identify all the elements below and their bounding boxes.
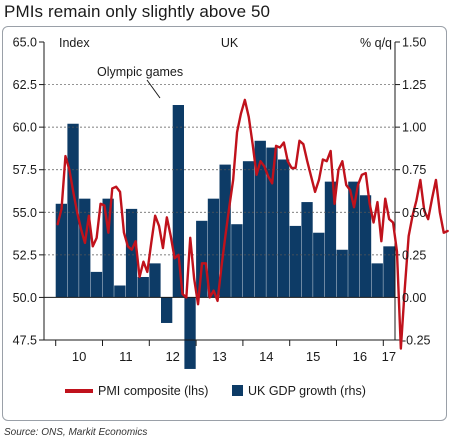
x-tick-label: 11	[119, 349, 133, 364]
left-tick-label: 65.0	[13, 36, 37, 50]
gdp-bar-2010Q1	[55, 203, 67, 298]
x-tick-label: 17	[382, 349, 396, 364]
chart-title: PMIs remain only slightly above 50	[4, 2, 271, 21]
gdp-bar-2012Q1	[149, 263, 161, 298]
gdp-bars	[55, 105, 395, 369]
legend-swatch-pmi	[65, 389, 93, 393]
gdp-bar-2014Q4	[278, 159, 290, 298]
gdp-bar-2012Q2	[161, 297, 173, 323]
gdp-bar-2011Q1	[102, 198, 114, 298]
left-tick-label: 47.5	[13, 334, 37, 348]
left-tick-label: 50.0	[13, 291, 37, 305]
gdp-bar-2016Q1	[336, 249, 348, 298]
x-tick-label: 15	[306, 349, 320, 364]
gdp-bar-2011Q4	[137, 276, 149, 298]
legend-label-gdp: UK GDP growth (rhs)	[248, 384, 366, 398]
gdp-bar-2015Q1	[289, 225, 301, 298]
left-tick-label: 52.5	[13, 248, 37, 262]
source-note: Source: ONS, Markit Economics	[4, 427, 148, 438]
olympic-annotation: Olympic games	[97, 65, 183, 79]
gdp-bar-2015Q3	[313, 232, 325, 298]
x-tick-label: 16	[353, 349, 367, 364]
right-tick-label: 1.50	[402, 36, 426, 50]
gdp-bar-2013Q4	[231, 224, 243, 298]
gdp-bar-2015Q2	[301, 202, 313, 298]
gdp-bar-2017Q1	[383, 246, 395, 298]
gdp-bar-2016Q4	[371, 263, 383, 298]
x-tick-label: 12	[165, 349, 179, 364]
gdp-bar-2016Q3	[359, 195, 372, 298]
gdp-bar-2014Q2	[254, 140, 266, 298]
pmi-gdp-chart: 47.5 -0.25 50.0 0.00 52.5 0.25 55.0 0.50 57.5 0.7…	[13, 36, 449, 399]
legend-swatch-gdp	[232, 385, 243, 396]
panel-label: UK	[221, 36, 239, 50]
x-tick-label: 13	[212, 349, 226, 364]
pmi-composite-line	[56, 98, 449, 350]
gdp-bar-2010Q4	[90, 271, 103, 298]
right-tick-label: 0.50	[402, 206, 426, 220]
right-tick-label: 0.25	[402, 248, 426, 262]
right-tick-label: 0.75	[402, 163, 426, 177]
x-tick-label: 10	[72, 349, 86, 364]
right-tick-label: 0.00	[402, 291, 426, 305]
gdp-bar-2012Q4	[184, 297, 196, 369]
gdp-bar-2016Q2	[348, 181, 360, 298]
gdp-bar-2011Q3	[125, 208, 138, 298]
legend-label-pmi: PMI composite (lhs)	[98, 384, 208, 398]
gdp-bar-2010Q2	[67, 123, 79, 298]
gdp-bar-2014Q3	[266, 147, 278, 298]
gdp-bar-2013Q1	[196, 220, 208, 298]
gdp-bar-2012Q3	[172, 105, 184, 298]
right-axis-label: % q/q	[360, 36, 392, 50]
pmi-line-group	[56, 98, 449, 350]
x-tick-label: 14	[259, 349, 273, 364]
left-tick-label: 60.0	[13, 121, 37, 135]
left-tick-label: 55.0	[13, 206, 37, 220]
gdp-bar-2013Q2	[207, 198, 220, 298]
annotation-pointer	[146, 79, 161, 99]
gdp-bar-2011Q2	[114, 285, 126, 298]
left-tick-label: 62.5	[13, 78, 37, 92]
right-tick-label: 1.25	[402, 78, 426, 92]
right-tick-label: -0.25	[402, 334, 431, 348]
chart-frame	[2, 26, 447, 421]
labels-group: 47.5 -0.25 50.0 0.00 52.5 0.25 55.0 0.50 57.5 0.7…	[13, 36, 431, 399]
axes-group	[39, 41, 400, 346]
left-axis-label: Index	[59, 36, 90, 50]
gdp-bar-2014Q1	[242, 161, 255, 298]
gdp-bar-2015Q4	[324, 181, 337, 298]
right-tick-label: 1.00	[402, 121, 426, 135]
left-tick-label: 57.5	[13, 163, 37, 177]
gdp-bar-2010Q3	[79, 198, 91, 298]
